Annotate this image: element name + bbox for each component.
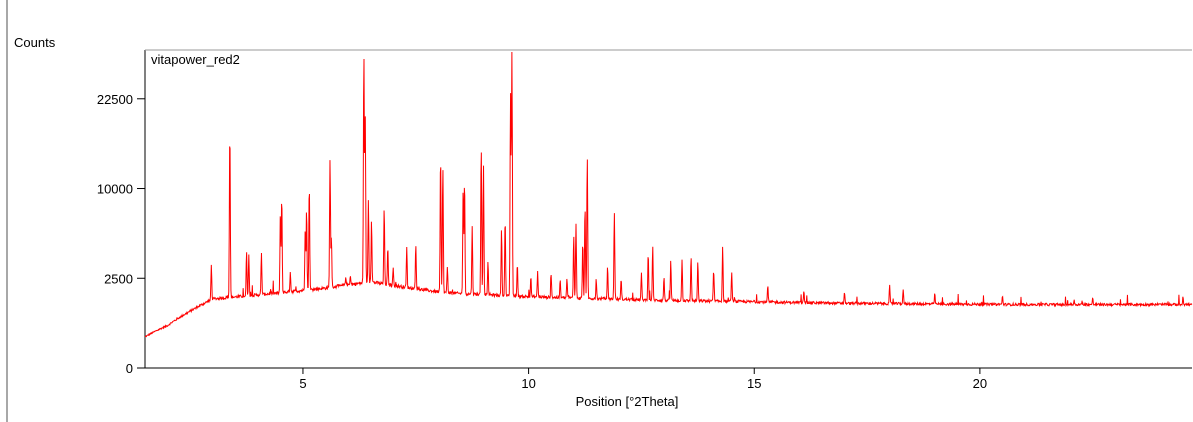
y-tick-label: 10000 <box>97 182 133 197</box>
x-ticks: 5 10 15 20 <box>299 368 987 391</box>
x-tick-label: 5 <box>299 376 306 391</box>
series-line-vitapower-red2 <box>144 51 1193 338</box>
series-label: vitapower_red2 <box>151 52 240 67</box>
x-tick-label: 15 <box>747 376 761 391</box>
x-axis-label: Position [°2Theta] <box>576 394 679 409</box>
x-tick-label: 10 <box>521 376 535 391</box>
y-tick-label: 22500 <box>97 92 133 107</box>
y-axis-label: Counts <box>14 35 56 50</box>
left-border-rule <box>6 0 8 422</box>
y-tick-label: 0 <box>126 361 133 376</box>
x-tick-label: 20 <box>973 376 987 391</box>
y-tick-label: 2500 <box>104 271 133 286</box>
y-ticks: 0 2500 10000 22500 <box>97 92 145 376</box>
